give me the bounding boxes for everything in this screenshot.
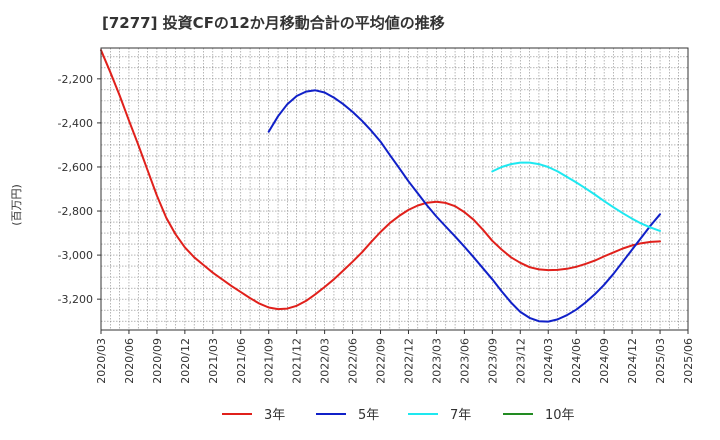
x-tick-label: 2023/12 — [514, 338, 527, 384]
y-tick-label: -2,800 — [58, 205, 93, 218]
plot-area — [100, 47, 689, 331]
x-tick-label: 2021/03 — [207, 338, 220, 384]
y-axis-label: (百万円) — [10, 184, 23, 226]
series-layer — [100, 49, 661, 323]
series-line-3年 — [100, 49, 661, 311]
x-tick-label: 2022/09 — [375, 338, 388, 384]
x-tick-label: 2023/09 — [486, 338, 499, 384]
x-tick-label: 2024/06 — [570, 338, 583, 384]
x-tick-label: 2025/06 — [682, 338, 695, 384]
x-tick-label: 2023/03 — [430, 338, 443, 384]
y-tick-label: -3,000 — [58, 249, 93, 262]
legend-label: 5年 — [358, 408, 379, 423]
legend-label: 3年 — [264, 408, 285, 423]
y-tick-label: -2,600 — [58, 161, 93, 174]
x-tick-label: 2022/03 — [319, 338, 332, 384]
series-line-5年 — [267, 89, 661, 323]
x-tick-label: 2020/06 — [123, 338, 136, 384]
x-tick-label: 2021/06 — [235, 338, 248, 384]
y-tick-label: -2,400 — [58, 117, 93, 130]
x-tick-label: 2020/12 — [179, 338, 192, 384]
legend-label: 7年 — [450, 408, 471, 423]
y-tick-label: -2,200 — [58, 73, 93, 86]
x-tick-label: 2024/09 — [598, 338, 611, 384]
x-axis: 2020/03 2020/06 2020/09 2020/12 2021/03 2021/… — [95, 330, 695, 384]
x-tick-label: 2024/03 — [542, 338, 555, 384]
x-tick-label: 2022/06 — [347, 338, 360, 384]
legend-label: 10年 — [545, 408, 575, 423]
x-tick-label: 2021/09 — [263, 338, 276, 384]
x-tick-label: 2022/12 — [402, 338, 415, 384]
x-tick-label: 2020/03 — [95, 338, 108, 384]
y-axis: -2,200 -2,400 -2,600 -2,800 -3,000 -3,200 — [58, 73, 101, 306]
x-tick-label: 2023/06 — [458, 338, 471, 384]
grid — [101, 48, 688, 330]
legend: 3年 5年 7年 10年 — [222, 408, 575, 423]
x-tick-label: 2024/12 — [626, 338, 639, 384]
y-tick-label: -3,200 — [58, 293, 93, 306]
chart-title: [7277] 投資CFの12か月移動合計の平均値の推移 — [102, 14, 445, 32]
x-tick-label: 2020/09 — [151, 338, 164, 384]
series-line-7年 — [491, 161, 661, 232]
x-tick-label: 2025/03 — [654, 338, 667, 384]
x-tick-label: 2021/12 — [291, 338, 304, 384]
